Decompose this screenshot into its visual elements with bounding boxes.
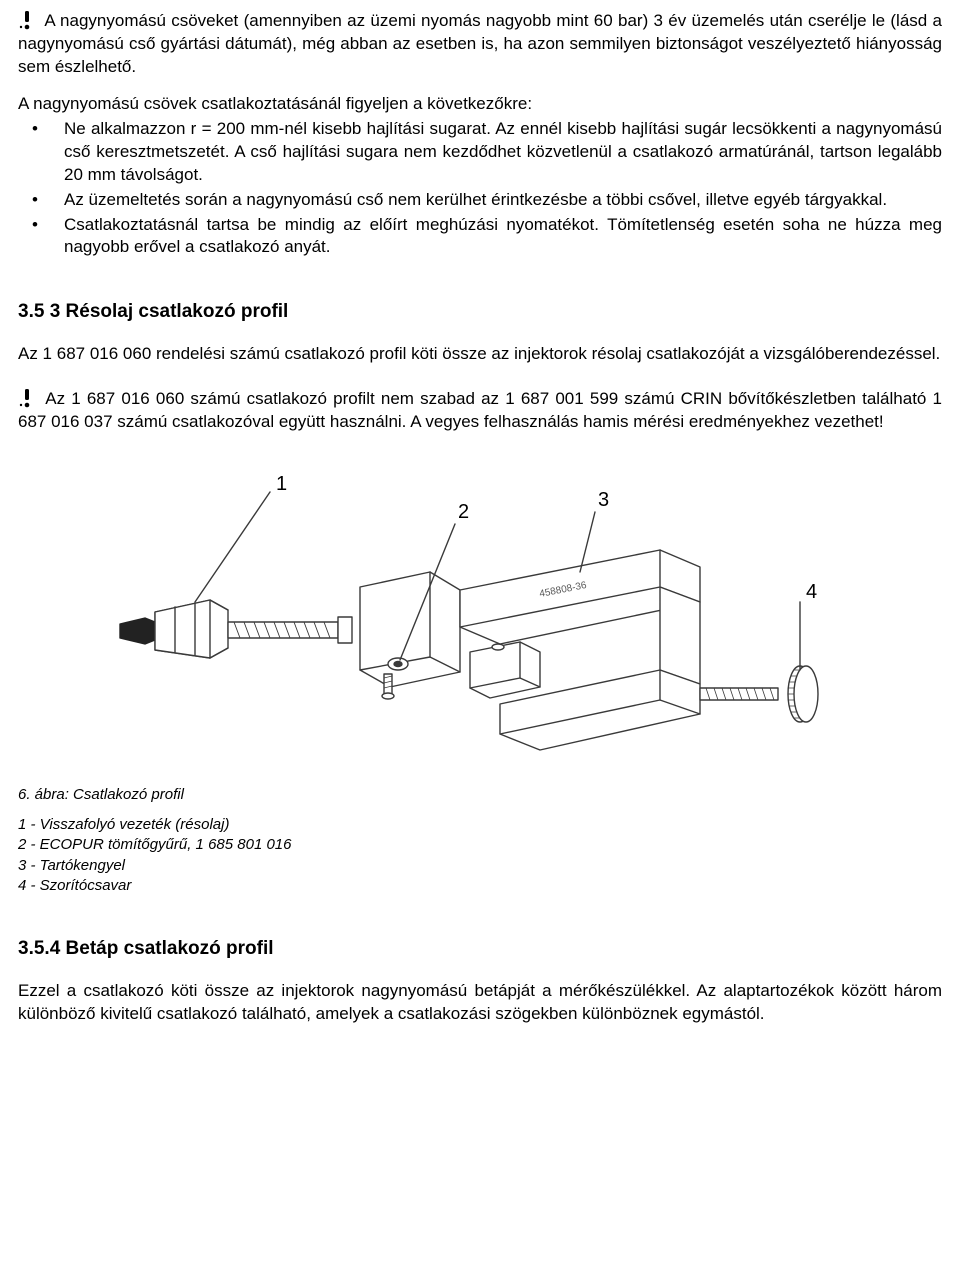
follow-intro: A nagynyomású csövek csatlakoztatásánál … [18, 93, 942, 116]
section-heading-354: 3.5.4 Betáp csatlakozó profil [18, 936, 942, 962]
section-354-para: Ezzel a csatlakozó köti össze az injekto… [18, 980, 942, 1026]
section-353-para1: Az 1 687 016 060 rendelési számú csatlak… [18, 343, 942, 366]
bullet-item: Az üzemeltetés során a nagynyomású cső n… [18, 189, 942, 212]
warning-paragraph-2: Az 1 687 016 060 számú csatlakozó profil… [18, 388, 942, 434]
bullet-list: Ne alkalmazzon r = 200 mm-nél kisebb haj… [18, 118, 942, 260]
warning-paragraph-1: A nagynyomású csöveket (amennyiben az üz… [18, 10, 942, 79]
figure-6-svg: 458808-36 1 2 3 4 [100, 452, 860, 752]
figure-label-4: 4 [806, 581, 817, 603]
figure-6: 458808-36 1 2 3 4 [18, 452, 942, 759]
warning-icon [18, 388, 36, 408]
figure-legend-item: 3 - Tartókengyel [18, 856, 942, 876]
figure-legend-item: 1 - Visszafolyó vezeték (résolaj) [18, 815, 942, 835]
figure-label-3: 3 [598, 489, 609, 511]
figure-label-1: 1 [276, 473, 287, 495]
figure-label-2: 2 [458, 501, 469, 523]
figure-6-legend: 1 - Visszafolyó vezeték (résolaj) 2 - EC… [18, 815, 942, 896]
section-heading-353: 3.5 3 Résolaj csatlakozó profil [18, 299, 942, 325]
figure-legend-item: 4 - Szorítócsavar [18, 876, 942, 896]
bullet-item: Csatlakoztatásnál tartsa be mindig az el… [18, 214, 942, 260]
warning-text-1: A nagynyomású csöveket (amennyiben az üz… [18, 11, 942, 76]
figure-legend-item: 2 - ECOPUR tömítőgyűrű, 1 685 801 016 [18, 835, 942, 855]
warning-icon [18, 10, 36, 30]
warning-text-2: Az 1 687 016 060 számú csatlakozó profil… [18, 389, 942, 431]
bullet-item: Ne alkalmazzon r = 200 mm-nél kisebb haj… [18, 118, 942, 187]
figure-6-caption: 6. ábra: Csatlakozó profil [18, 785, 942, 805]
